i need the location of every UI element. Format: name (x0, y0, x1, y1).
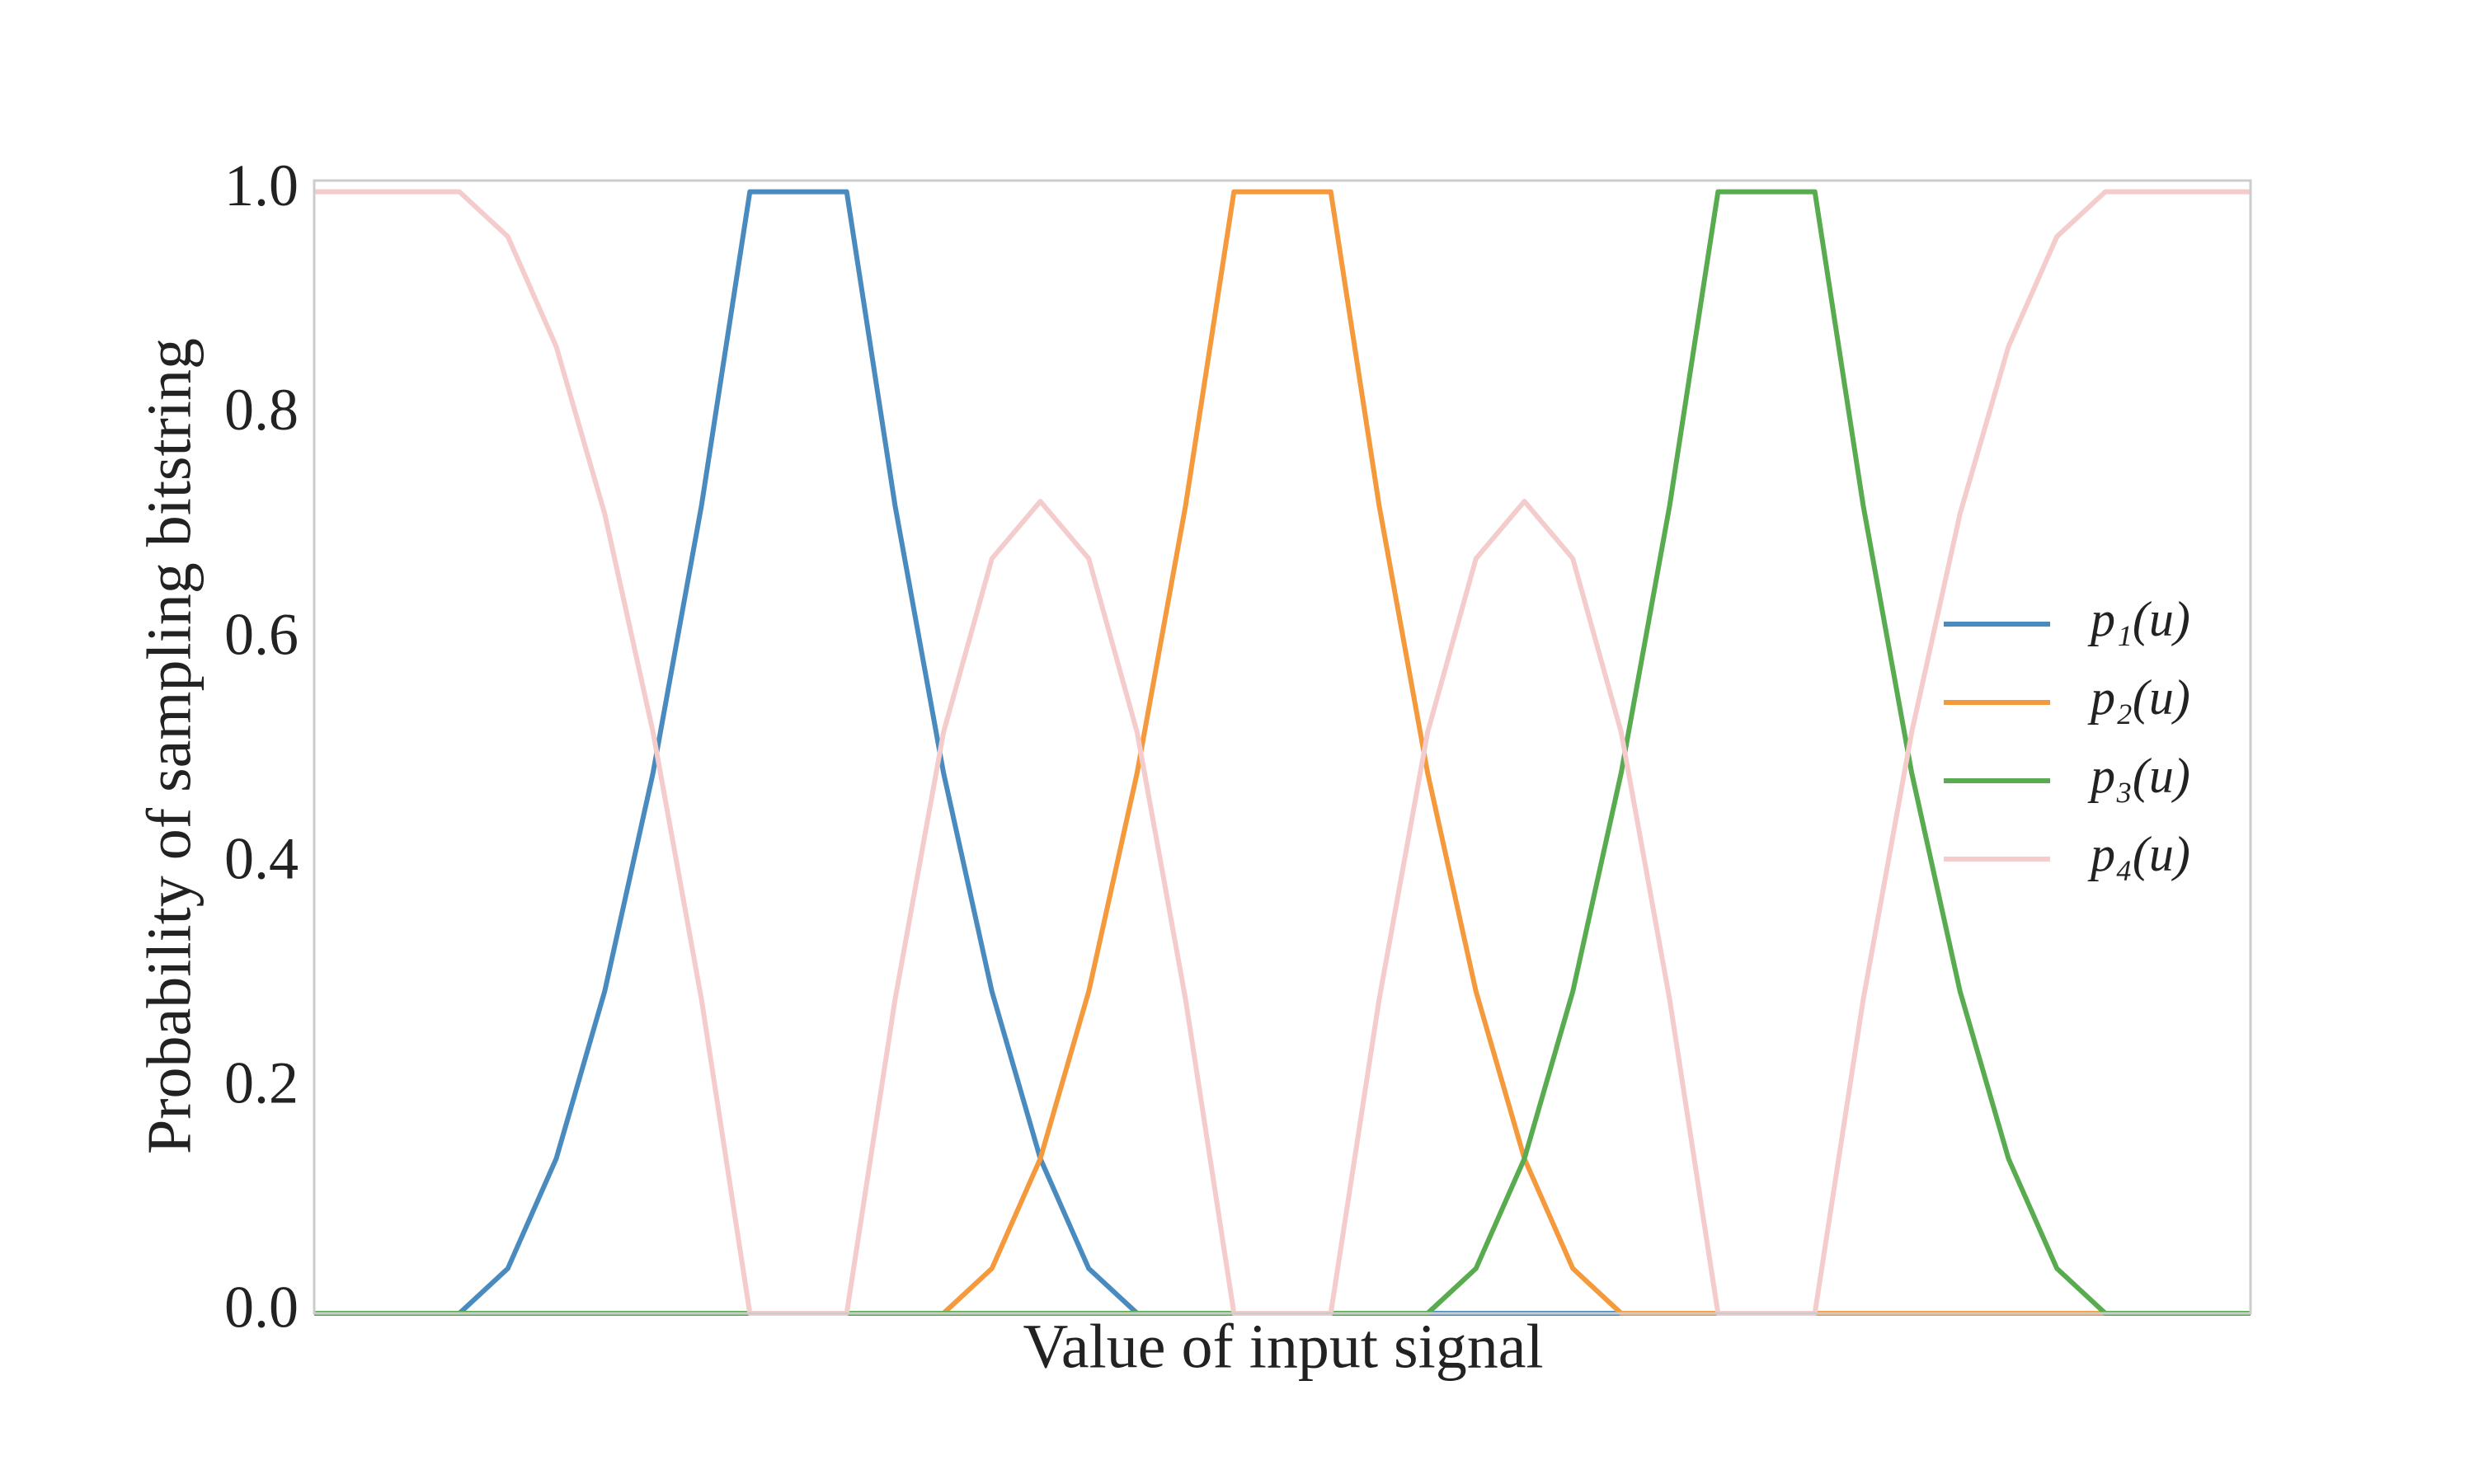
legend-label: p₃(u) (2087, 749, 2190, 803)
y-tick-label: 0.0 (224, 1275, 299, 1341)
legend-label: p₄(u) (2087, 827, 2190, 881)
y-tick-label: 1.0 (224, 153, 299, 218)
y-axis-label: Probability of sampling bitstring (134, 338, 204, 1154)
legend-label: p₂(u) (2087, 670, 2190, 725)
y-tick-label: 0.6 (224, 601, 299, 667)
y-tick-label: 0.4 (224, 825, 299, 891)
x-axis-label: Value of input signal (1023, 1312, 1543, 1381)
y-tick-label: 0.8 (224, 377, 299, 443)
plot-frame (313, 179, 2252, 1315)
y-tick-label: 0.2 (224, 1050, 299, 1115)
legend-label: p₁(u) (2087, 592, 2190, 646)
